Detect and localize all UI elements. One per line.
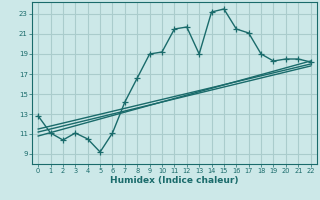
X-axis label: Humidex (Indice chaleur): Humidex (Indice chaleur) xyxy=(110,176,239,185)
